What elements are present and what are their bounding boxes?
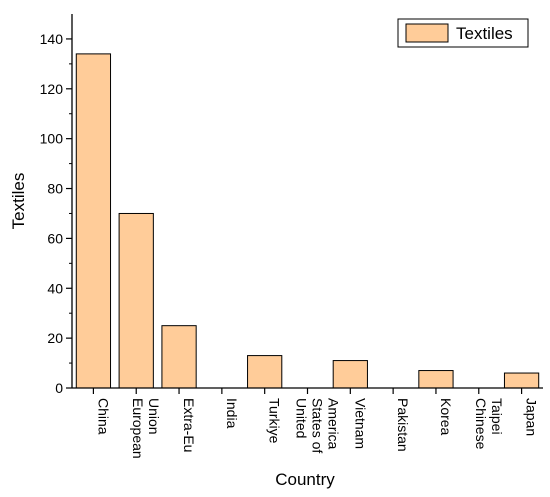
- bar: [118, 212, 154, 389]
- bars-group: [75, 53, 540, 389]
- legend-label: Textiles: [456, 24, 513, 43]
- bar: [503, 372, 540, 389]
- x-tick-label: India: [224, 398, 240, 429]
- bar: [247, 355, 283, 389]
- bar: [161, 325, 197, 389]
- y-axis-title: Textiles: [9, 173, 28, 230]
- legend: Textiles: [397, 18, 529, 48]
- y-tick-label: 20: [47, 330, 63, 346]
- x-tick-label: America: [326, 398, 342, 450]
- y-tick-label: 120: [40, 81, 64, 97]
- x-tick-label: Turkiye: [267, 398, 283, 444]
- y-ticks-group: 0 20 40 60 80 100 120 140: [40, 31, 72, 396]
- x-tick-label: European: [130, 398, 146, 459]
- x-tick-label: United: [294, 398, 310, 438]
- y-tick-label: 100: [40, 131, 64, 147]
- legend-swatch: [405, 23, 449, 43]
- x-tick-label: Korea: [438, 398, 454, 436]
- bar: [75, 53, 112, 389]
- x-tick-label: Japan: [524, 398, 540, 436]
- x-tick-label: Union: [146, 398, 162, 435]
- x-tick-label: Chinese: [473, 398, 489, 450]
- x-tick-label: Pakistan: [395, 398, 411, 452]
- bar: [418, 370, 454, 389]
- bar: [332, 360, 368, 389]
- x-ticks-group: China European Union Extra-Eu India Turkiye Un…: [92, 388, 540, 459]
- x-tick-label: Taipei: [489, 398, 505, 435]
- x-tick-label: States of: [310, 398, 326, 453]
- x-tick-label: Extra-Eu: [181, 398, 197, 452]
- y-tick-label: 140: [40, 31, 64, 47]
- y-tick-label: 80: [47, 181, 63, 197]
- y-tick-label: 60: [47, 230, 63, 246]
- x-tick-label: Vietnam: [352, 398, 368, 449]
- y-tick-label: 0: [55, 380, 63, 396]
- y-tick-label: 40: [47, 280, 63, 296]
- x-axis-title: Country: [275, 470, 335, 489]
- x-tick-label: China: [95, 398, 111, 435]
